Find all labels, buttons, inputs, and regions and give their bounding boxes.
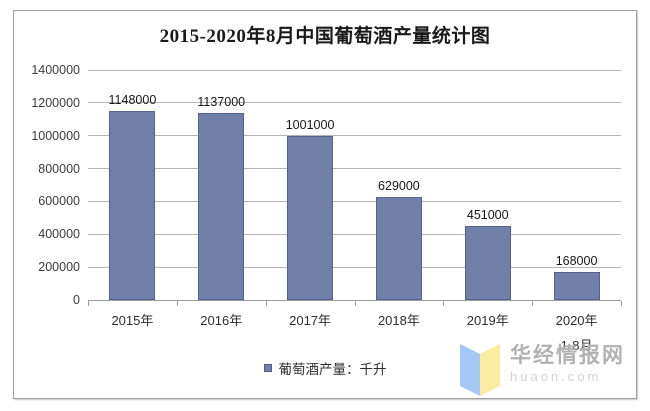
gridline-800000: [88, 168, 621, 170]
x-axis-tick: [176, 301, 178, 306]
x-axis-tick: [532, 301, 534, 306]
bar-2017年: [287, 135, 334, 300]
y-axis-tick-label: 1400000: [31, 63, 80, 77]
gridline-1200000: [88, 102, 621, 104]
watermark-site-name: 华经情报网: [510, 344, 625, 367]
gridline-1000000: [88, 135, 621, 137]
bar-2019年: [464, 225, 511, 300]
bar-value-label: 168000: [555, 254, 598, 269]
bar-value-label: 1148000: [108, 93, 157, 108]
y-axis-tick-label: 1000000: [31, 128, 80, 143]
x-axis-tick: [443, 301, 445, 306]
x-axis-line: [88, 300, 621, 301]
x-axis-tick: [354, 301, 356, 306]
x-axis-category-label: 2019年: [466, 313, 509, 328]
y-axis-tick-label: 1200000: [31, 95, 80, 110]
chart-title: 2015-2020年8月中国葡萄酒产量统计图: [159, 26, 491, 47]
watermark-text: 华经情报网 huaon.com: [510, 344, 625, 385]
gridline-600000: [88, 200, 621, 202]
bar-value-label: 629000: [378, 178, 420, 193]
bar-2016年: [198, 113, 245, 300]
watermark-site-url: huaon.com: [510, 369, 602, 384]
bar-value-label: 1137000: [197, 95, 246, 110]
gridline-400000: [88, 233, 621, 235]
legend-label: 葡萄酒产量：千升: [278, 362, 387, 377]
x-axis-tick: [621, 301, 622, 306]
x-axis-category-label: 2018年: [377, 313, 420, 328]
y-axis-tick-label: 200000: [38, 260, 80, 275]
watermark: 华经情报网 huaon.com: [457, 340, 625, 398]
bar-2020年: [553, 272, 600, 300]
x-axis-category-label: 2015年: [111, 313, 154, 328]
bar-value-label: 451000: [466, 207, 509, 222]
x-axis-category-label: 2020年 1-8月: [555, 313, 598, 353]
gridline-1400000: [88, 69, 621, 71]
bar-2018年: [375, 196, 422, 300]
huaon-logo-icon: [460, 344, 500, 396]
bar-2015年: [109, 111, 156, 300]
x-axis-category-label: 2017年: [289, 313, 332, 328]
x-axis-category-label: 2016年: [200, 313, 243, 328]
gridline-200000: [88, 266, 621, 268]
legend: 葡萄酒产量：千升: [13, 357, 637, 379]
y-axis-tick-label: 0: [73, 293, 80, 307]
legend-marker-square: [263, 364, 272, 372]
x-axis-tick: [265, 301, 267, 306]
y-axis-tick-label: 400000: [38, 227, 80, 242]
y-axis-tick-label: 600000: [38, 194, 80, 209]
y-axis-tick-label: 800000: [38, 161, 80, 176]
bar-value-label: 1001000: [285, 117, 335, 132]
x-axis-tick: [88, 301, 89, 306]
